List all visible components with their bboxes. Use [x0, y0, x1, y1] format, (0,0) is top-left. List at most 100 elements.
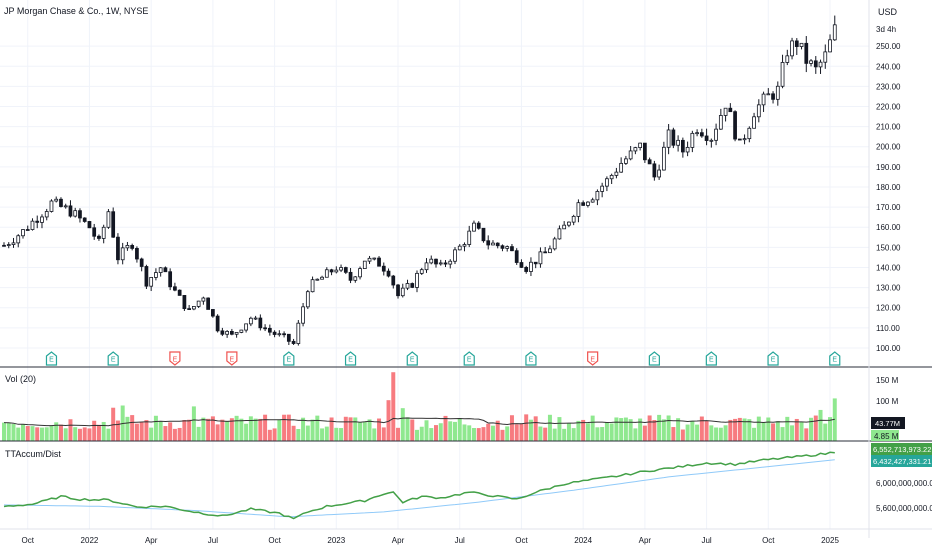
candle-body: [429, 258, 434, 264]
earnings-marker-letter: E: [286, 357, 291, 364]
volume-bar: [671, 427, 676, 441]
price-tick-label: 140.00: [876, 263, 901, 272]
candle-body: [63, 205, 68, 208]
accum-pane-title[interactable]: TTAccum/Dist: [5, 449, 61, 459]
volume-bar: [628, 419, 633, 441]
volume-bar: [600, 427, 605, 441]
volume-bar: [377, 418, 382, 441]
volume-bars: [2, 372, 837, 441]
candle-body: [410, 283, 415, 288]
candle-body: [699, 132, 704, 137]
volume-bar: [728, 419, 733, 441]
volume-bar: [481, 427, 486, 441]
volume-bar: [187, 419, 192, 441]
candle-body: [396, 284, 400, 297]
chart-title: JP Morgan Chase & Co., 1W, NYSE: [4, 6, 148, 16]
volume-bar: [168, 422, 173, 441]
candle-body: [676, 139, 680, 146]
volume-bar: [828, 417, 833, 441]
candle-body: [206, 297, 211, 310]
currency-label[interactable]: USD: [878, 7, 898, 17]
volume-bar: [96, 424, 101, 441]
earnings-marker-letter: E: [49, 357, 54, 364]
volume-bar: [220, 419, 225, 441]
volume-bar: [771, 423, 776, 441]
volume-pane-title[interactable]: Vol (20): [5, 374, 36, 384]
volume-bar: [68, 419, 73, 441]
volume-bar: [581, 419, 586, 441]
candle-body: [111, 211, 116, 238]
candle-body: [11, 242, 16, 245]
volume-bar: [11, 424, 16, 441]
volume-bar: [2, 422, 6, 441]
candle-body: [353, 276, 358, 281]
volume-bar: [63, 428, 68, 441]
volume-bar: [348, 417, 353, 441]
candle-body: [500, 245, 505, 249]
volume-bar: [604, 421, 609, 441]
candle-body: [220, 330, 225, 335]
volume-bar: [576, 420, 581, 441]
candle-body: [799, 42, 804, 47]
candle-body: [628, 150, 633, 160]
volume-bar: [324, 426, 329, 441]
volume-bar: [130, 415, 135, 441]
candle-body: [818, 61, 823, 68]
volume-bar: [54, 422, 59, 441]
time-tick-label: 2022: [81, 536, 99, 545]
time-tick-label: Apr: [145, 536, 158, 545]
candle-body: [182, 295, 187, 310]
earnings-marker-letter: E: [832, 357, 837, 364]
candle-body: [158, 267, 163, 273]
candle-body: [785, 55, 790, 63]
candle-body: [652, 163, 657, 178]
candle-body: [823, 51, 828, 63]
volume-bar: [714, 427, 719, 441]
candle-body: [35, 220, 40, 223]
volume-bar: [35, 427, 40, 441]
volume-bar: [400, 408, 405, 441]
volume-bar: [538, 426, 543, 441]
volume-bar: [752, 427, 757, 441]
volume-bar: [547, 414, 552, 441]
volume-bar: [6, 423, 11, 441]
candle-body: [419, 269, 424, 274]
candle-body: [766, 93, 771, 96]
volume-bar: [172, 428, 177, 441]
price-tick-label: 240.00: [876, 62, 901, 71]
volume-current-badge: [871, 430, 899, 441]
volume-bar: [524, 414, 529, 441]
candle-body: [657, 169, 661, 178]
candle-body: [97, 235, 101, 239]
volume-bar: [386, 400, 391, 441]
candle-body: [187, 308, 192, 311]
volume-bar: [685, 424, 690, 441]
candle-body: [49, 200, 54, 212]
earnings-marker-letter: E: [771, 357, 776, 364]
volume-bar: [490, 425, 495, 441]
candle-body: [661, 146, 666, 171]
price-candles[interactable]: [2, 15, 837, 346]
volume-bar: [391, 372, 396, 441]
volume-bar: [25, 426, 30, 441]
earnings-marker: [169, 351, 181, 366]
volume-bar: [343, 416, 348, 441]
candle-body: [718, 115, 723, 130]
candle-body: [244, 323, 248, 331]
earnings-marker: [829, 351, 841, 366]
candle-body: [538, 251, 543, 265]
candle-body: [666, 129, 671, 148]
candle-body: [723, 107, 728, 116]
candle-body: [472, 222, 476, 232]
candle-body: [633, 147, 638, 152]
volume-bar: [149, 427, 154, 441]
volume-bar: [277, 420, 282, 441]
candle-body: [211, 309, 215, 317]
candle-body: [154, 272, 158, 278]
accum-signal-badge: [871, 455, 932, 467]
volume-bar: [452, 421, 457, 441]
earnings-marker-letter: E: [590, 357, 595, 364]
candle-body: [543, 251, 548, 254]
